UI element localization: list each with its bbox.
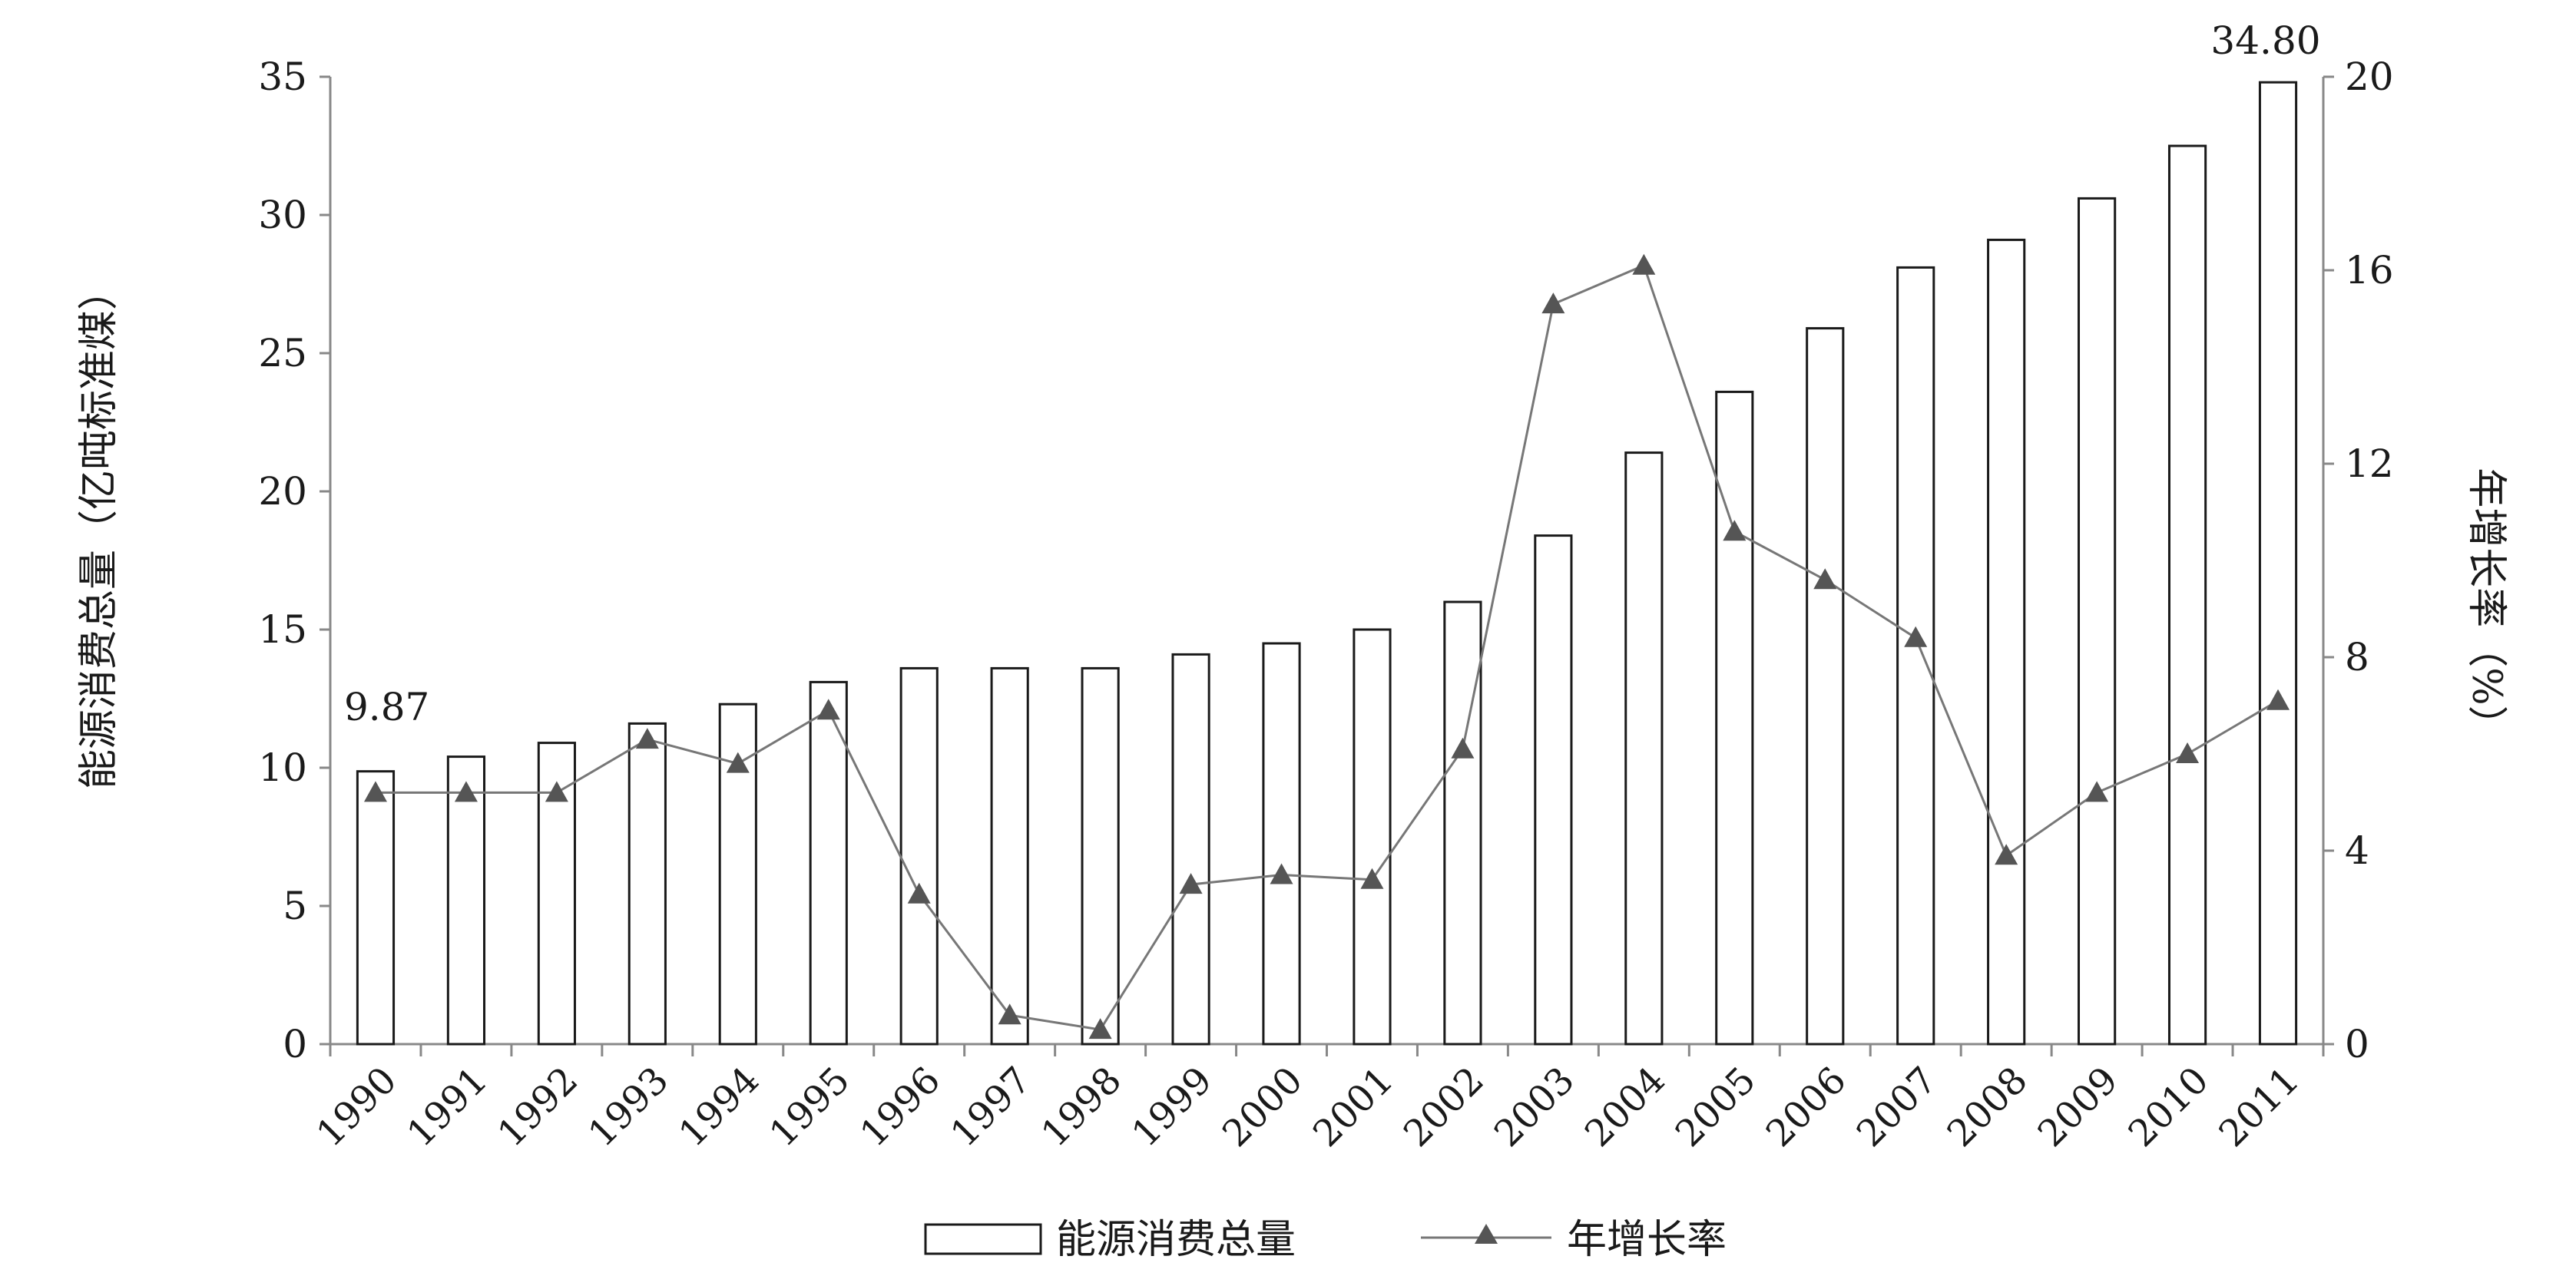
- bar-2008: [1987, 238, 2026, 1046]
- x-tick-label-1992: 1992: [489, 1059, 586, 1155]
- growth-point-2010: [2176, 742, 2200, 763]
- right-tick-label-20: 20: [2345, 55, 2394, 99]
- growth-point-1993: [635, 728, 659, 749]
- right-tick-label-4: 4: [2345, 828, 2369, 873]
- bar-1999: [1171, 653, 1210, 1046]
- x-tick-label-2005: 2005: [1667, 1059, 1764, 1155]
- left-tick-label-30: 30: [258, 193, 307, 237]
- growth-point-1990: [363, 781, 387, 802]
- left-tick-label-5: 5: [283, 884, 307, 928]
- bar-2011: [2258, 81, 2298, 1046]
- bar-2003: [1534, 534, 1573, 1046]
- x-tick-label-2011: 2011: [2211, 1059, 2308, 1155]
- x-tick-label-2007: 2007: [1849, 1059, 1945, 1155]
- growth-rate-line: [375, 263, 2279, 1031]
- x-tick-label-1998: 1998: [1033, 1059, 1130, 1155]
- x-tick-label-1993: 1993: [580, 1059, 677, 1155]
- bar-1993: [627, 722, 667, 1046]
- x-tick-label-2002: 2002: [1396, 1059, 1492, 1155]
- growth-point-2003: [1541, 293, 1565, 314]
- growth-point-1991: [454, 781, 478, 802]
- bar-series: [356, 81, 2298, 1046]
- left-tick-label-10: 10: [258, 745, 307, 790]
- bar-1995: [809, 680, 848, 1046]
- x-tick-label-1997: 1997: [942, 1059, 1039, 1155]
- x-tick-label-2006: 2006: [1758, 1059, 1855, 1155]
- left-axis-title: 能源消费总量（亿吨标准煤）: [76, 270, 122, 789]
- x-tick-label-2004: 2004: [1577, 1059, 1674, 1155]
- bar-2001: [1353, 628, 1392, 1046]
- legend-triangle-marker: [1475, 1224, 1498, 1244]
- x-tick-label-2003: 2003: [1486, 1059, 1583, 1155]
- left-tick-label-0: 0: [283, 1022, 307, 1066]
- right-tick-label-16: 16: [2345, 248, 2394, 293]
- legend: 能源消费总量 年增长率: [924, 1217, 1727, 1263]
- growth-point-1998: [1088, 1018, 1112, 1040]
- bar-2010: [2167, 144, 2207, 1046]
- left-tick-label-35: 35: [258, 55, 307, 99]
- legend-line-label: 年增长率: [1567, 1217, 1727, 1263]
- growth-point-2008: [1995, 844, 2018, 865]
- left-tick-label-15: 15: [258, 607, 307, 652]
- bar-2007: [1896, 266, 1935, 1046]
- growth-point-2000: [1270, 863, 1293, 884]
- right-axis-title: 年增长率（%）: [2463, 468, 2509, 745]
- x-tick-label-1996: 1996: [852, 1059, 949, 1155]
- bar-2009: [2078, 197, 2117, 1046]
- x-tick-label-1994: 1994: [670, 1059, 767, 1155]
- left-tick-label-20: 20: [258, 469, 307, 514]
- x-tick-label-1990: 1990: [308, 1059, 405, 1155]
- bar-2006: [1806, 327, 1845, 1046]
- bar-1990: [356, 770, 396, 1046]
- growth-point-1997: [998, 1003, 1021, 1025]
- growth-point-2006: [1813, 568, 1837, 590]
- growth-point-2004: [1632, 253, 1656, 275]
- bar-2005: [1715, 390, 1754, 1046]
- growth-point-1996: [907, 882, 931, 904]
- growth-point-2002: [1451, 737, 1475, 759]
- x-tick-label-2008: 2008: [1939, 1059, 2036, 1155]
- growth-point-2007: [1904, 626, 1928, 647]
- legend-bar-label: 能源消费总量: [1056, 1217, 1296, 1263]
- left-tick-label-25: 25: [258, 331, 307, 375]
- growth-point-1992: [545, 781, 568, 802]
- x-tick-label-2001: 2001: [1305, 1059, 1402, 1155]
- x-tick-label-2010: 2010: [2121, 1059, 2217, 1155]
- bar-2002: [1443, 600, 1482, 1046]
- bar-1998: [1081, 666, 1120, 1046]
- x-tick-label-1995: 1995: [761, 1059, 858, 1155]
- growth-point-2009: [2085, 781, 2109, 802]
- growth-point-2001: [1360, 868, 1384, 889]
- bar-2004: [1624, 451, 1664, 1046]
- x-tick-label-2000: 2000: [1214, 1059, 1311, 1155]
- line-series: [363, 253, 2290, 1040]
- data-label-2011: 34.80: [2210, 18, 2320, 63]
- bar-2000: [1262, 642, 1301, 1046]
- growth-point-1999: [1179, 873, 1203, 894]
- growth-point-1994: [726, 752, 750, 773]
- bar-1991: [446, 755, 486, 1046]
- right-tick-label-0: 0: [2345, 1022, 2369, 1066]
- legend-bar-swatch: [924, 1223, 1042, 1255]
- growth-point-1995: [816, 699, 840, 720]
- right-tick-label-8: 8: [2345, 635, 2369, 679]
- growth-point-2011: [2266, 689, 2290, 710]
- x-tick-label-1991: 1991: [399, 1059, 495, 1155]
- growth-point-2005: [1723, 520, 1747, 541]
- x-tick-label-2009: 2009: [2030, 1059, 2127, 1155]
- bar-1996: [899, 666, 939, 1046]
- right-tick-label-12: 12: [2345, 441, 2394, 486]
- x-tick-label-1999: 1999: [1124, 1059, 1220, 1155]
- tick-labels: 0510152025303504812162019901991199219931…: [258, 55, 2393, 1155]
- axes: [320, 75, 2334, 1056]
- data-label-1990: 9.87: [344, 685, 429, 729]
- bar-1997: [990, 666, 1029, 1046]
